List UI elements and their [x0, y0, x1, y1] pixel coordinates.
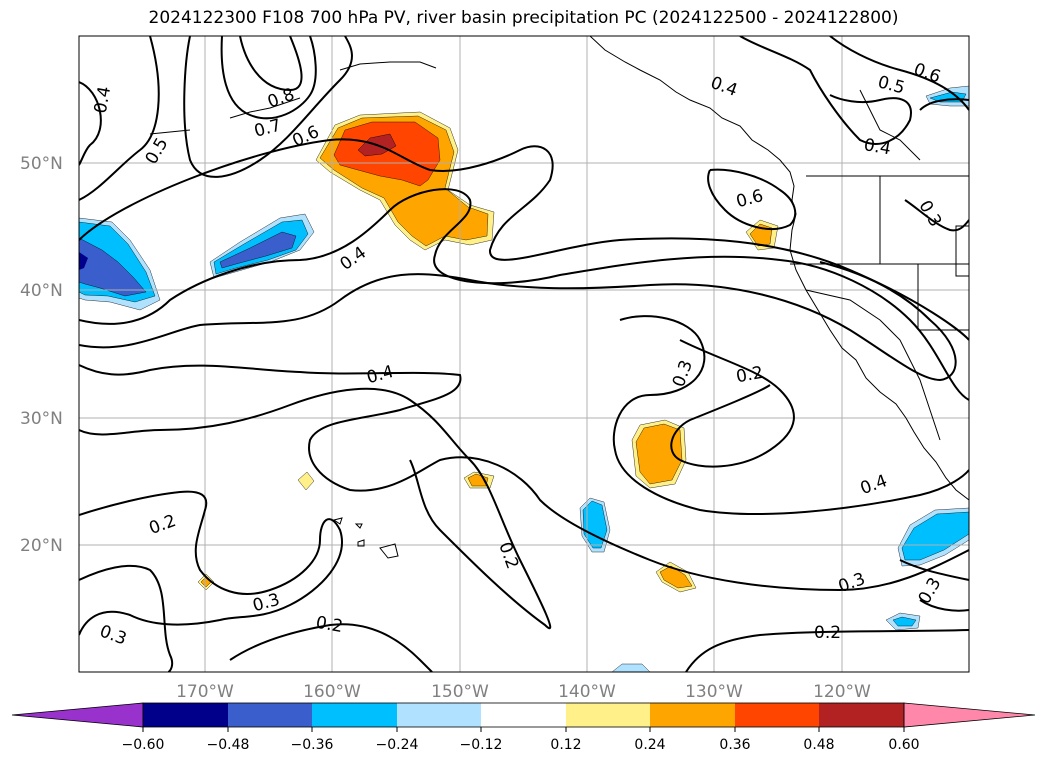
shade-weak-positive [297, 471, 315, 491]
shade-strong-positive [333, 121, 441, 187]
colorbar-tick-label: 0.60 [888, 737, 919, 753]
colorbar-segment [735, 703, 819, 727]
graticule [79, 36, 969, 672]
colorbar-segment [312, 703, 397, 727]
contour-label: 0.2 [814, 623, 841, 643]
lat-label: 30°N [20, 409, 63, 429]
colorbar-segment [650, 703, 735, 727]
lon-label: 120°W [813, 682, 871, 702]
colorbar-tick-label: −0.36 [291, 737, 334, 753]
colorbar-extend-high [903, 702, 1036, 728]
lon-label: 130°W [685, 682, 743, 702]
shade-strong-negative [79, 237, 147, 297]
shade-weak-negative [611, 663, 651, 672]
colorbar-tick-label: −0.48 [207, 737, 250, 753]
shade-positive [659, 565, 693, 589]
lon-label: 150°W [431, 682, 489, 702]
shade-negative [901, 511, 969, 561]
contour-label: 0.4 [862, 135, 892, 159]
coastlines [149, 36, 969, 559]
latitude-labels: 50°N 40°N 30°N 20°N [20, 154, 63, 556]
colorbar-segment [481, 703, 566, 727]
contour-label: 0.2 [735, 363, 765, 387]
shade-negative [892, 616, 917, 627]
lat-label: 40°N [20, 281, 63, 301]
colorbar-segment [397, 703, 481, 727]
colorbar-segment [228, 703, 312, 727]
colorbar-ticks [142, 727, 905, 732]
colorbar-extend-low [11, 702, 144, 728]
pv-contours [79, 36, 969, 672]
colorbar-segment [819, 703, 904, 727]
colorbar: −0.60 −0.48 −0.36 −0.24 −0.12 0.12 0.24 … [11, 702, 1036, 753]
contour-label: 0.4 [91, 85, 115, 115]
shade-strong-negative [219, 231, 297, 269]
colorbar-segment [143, 703, 228, 727]
lat-label: 50°N [20, 154, 63, 174]
lon-label: 140°W [558, 682, 616, 702]
map-background [79, 36, 969, 672]
colorbar-tick-label: −0.60 [122, 737, 165, 753]
longitude-labels: 170°W 160°W 150°W 140°W 130°W 120°W [176, 682, 871, 702]
shading-layer [79, 85, 969, 672]
map-frame [78, 35, 970, 673]
colorbar-tick-label: 0.24 [634, 737, 665, 753]
colorbar-tick-label: 0.48 [803, 737, 834, 753]
colorbar-tick-label: 0.12 [550, 737, 581, 753]
colorbar-tick-label: −0.24 [376, 737, 419, 753]
map-title: 2024122300 F108 700 hPa PV, river basin … [148, 8, 899, 28]
lon-label: 160°W [303, 682, 361, 702]
colorbar-segment [566, 703, 650, 727]
lon-label: 170°W [176, 682, 234, 702]
colorbar-tick-label: −0.12 [460, 737, 503, 753]
colorbar-tick-label: 0.36 [719, 737, 750, 753]
lat-label: 20°N [20, 536, 63, 556]
shade-very-strong-negative [79, 252, 88, 270]
contour-label: 0.2 [314, 613, 344, 637]
